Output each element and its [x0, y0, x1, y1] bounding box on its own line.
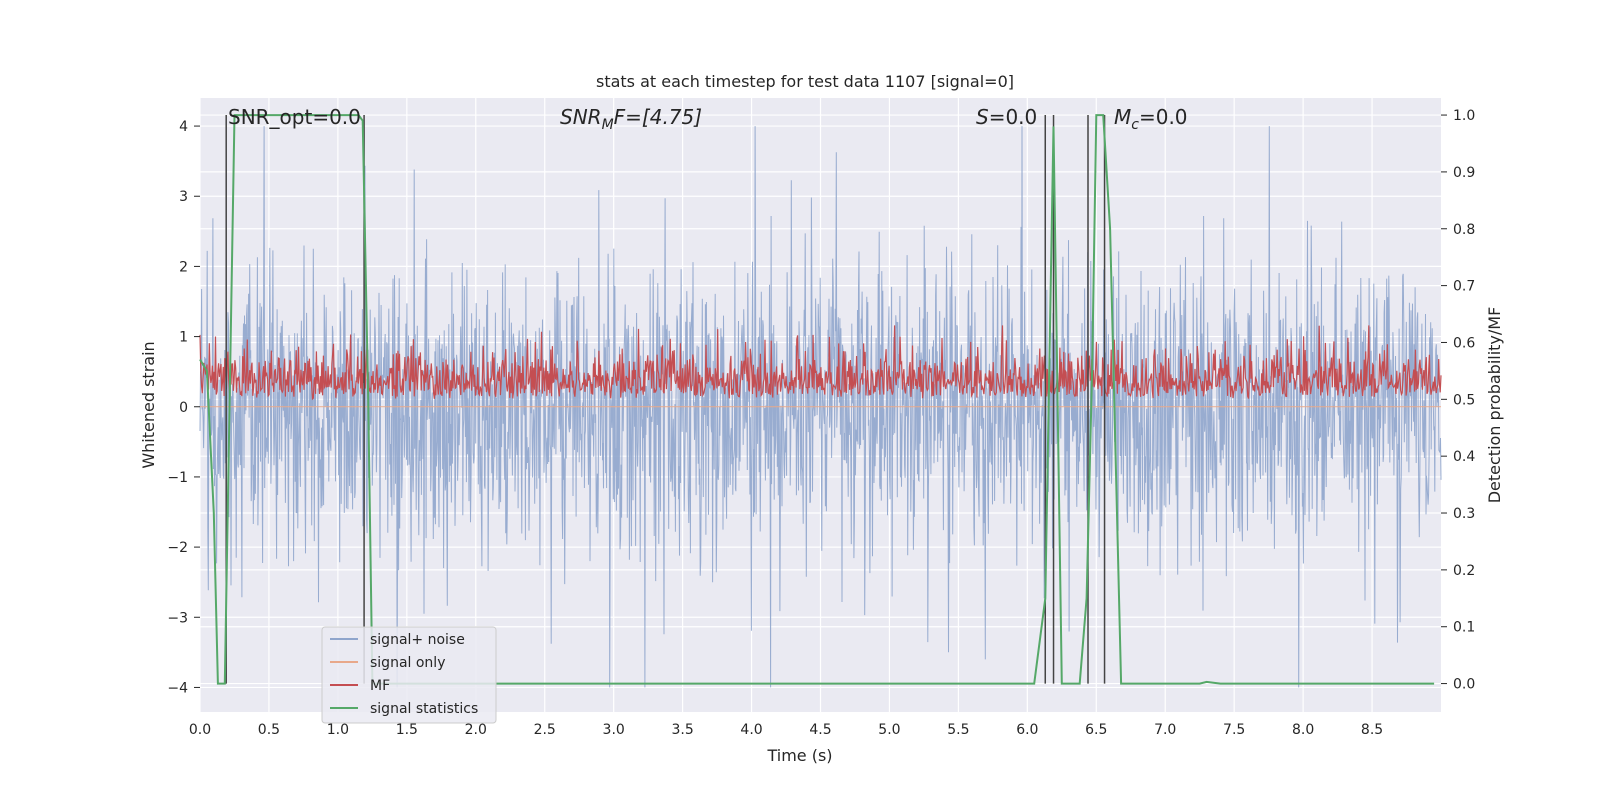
- y-left-tick-label: 4: [179, 119, 188, 135]
- annotation-snr-mf-sub: M: [602, 117, 614, 133]
- y-right-tick-label: 0.5: [1453, 392, 1475, 408]
- series-line-signal-statistics: [199, 114, 1435, 685]
- y-left-tick-label: 0: [179, 400, 188, 416]
- x-tick-label: 8.5: [1361, 722, 1383, 738]
- series-line-signal-noise: [199, 126, 1442, 688]
- annotation-snr-opt: SNR_opt=0.0: [228, 105, 361, 129]
- y-left-tick-label: 2: [179, 259, 188, 275]
- annotation-mc-prefix: M: [1114, 105, 1131, 129]
- series-signal-noise: [199, 126, 1442, 688]
- legend-label-mf: MF: [370, 678, 390, 694]
- x-tick-label: 2.5: [534, 722, 556, 738]
- x-tick-label: 6.5: [1085, 722, 1107, 738]
- x-tick-label: 3.5: [671, 722, 693, 738]
- x-tick-label: 6.0: [1016, 722, 1038, 738]
- y-axis-right: 0.0 0.1 0.2 0.3 0.4 0.5 0.6 0.7 0.8 0.9 1.0: [1441, 108, 1475, 693]
- y-right-tick-label: 0.8: [1453, 222, 1475, 238]
- annotation-snr-mf: SNRMF=[4.75]: [560, 105, 702, 133]
- y-left-tick-label: −4: [167, 680, 188, 696]
- y-axis-left-label: Whitened strain: [139, 341, 158, 468]
- x-tick-label: 7.0: [1154, 722, 1176, 738]
- annotation-mc-suffix: =0.0: [1139, 105, 1188, 129]
- annotation-s-suffix: =0.0: [989, 105, 1038, 129]
- x-axis-label: Time (s): [766, 746, 832, 765]
- annotation-s: S=0.0: [976, 105, 1037, 129]
- x-tick-label: 4.0: [740, 722, 762, 738]
- chart-title: stats at each timestep for test data 110…: [596, 72, 1014, 91]
- legend-box: [321, 626, 497, 724]
- x-tick-label: 1.5: [396, 722, 418, 738]
- x-axis: 0.0 0.5 1.0 1.5 2.0 2.5 3.0 3.5 4.0 4.5 5.0 5.5 6.0 6…: [189, 722, 1383, 738]
- y-right-tick-label: 0.2: [1453, 563, 1475, 579]
- y-right-tick-label: 0.6: [1453, 335, 1475, 351]
- x-tick-label: 4.5: [809, 722, 831, 738]
- y-left-tick-label: 1: [179, 330, 188, 346]
- y-left-tick-label: 3: [179, 189, 188, 205]
- y-right-tick-label: 0.3: [1453, 506, 1475, 522]
- y-axis-left: −4 −3 −2 −1 0 1 2 3 4: [167, 119, 200, 696]
- y-right-tick-label: 0.9: [1453, 165, 1475, 181]
- x-tick-label: 0.0: [189, 722, 211, 738]
- x-tick-label: 2.0: [465, 722, 487, 738]
- legend-label-signal-only: signal only: [370, 655, 445, 671]
- annotation-mc-sub: c: [1131, 117, 1139, 133]
- x-tick-label: 7.5: [1223, 722, 1245, 738]
- legend: signal+ noise signal only MF signal stat…: [321, 626, 497, 724]
- x-tick-label: 1.0: [327, 722, 349, 738]
- series-signal-statistics: [199, 114, 1435, 685]
- series-mf: [199, 325, 1442, 401]
- legend-label-signal-statistics: signal statistics: [370, 701, 478, 717]
- series-line-mf: [199, 325, 1442, 401]
- y-right-tick-label: 0.4: [1453, 449, 1475, 465]
- annotation-mc: Mc=0.0: [1114, 105, 1188, 133]
- x-tick-label: 3.0: [603, 722, 625, 738]
- y-right-tick-label: 0.7: [1453, 279, 1475, 295]
- y-right-tick-label: 0.1: [1453, 620, 1475, 636]
- annotation-snr-mf-prefix: SNR: [560, 105, 602, 129]
- y-left-tick-label: −1: [167, 470, 188, 486]
- annotation-s-prefix: S: [976, 105, 989, 129]
- annotation-snr-mf-suffix: F=[4.75]: [614, 105, 702, 129]
- y-left-tick-label: −3: [167, 610, 188, 626]
- x-tick-label: 5.5: [947, 722, 969, 738]
- y-axis-right-label: Detection probability/MF: [1485, 307, 1504, 504]
- x-tick-label: 5.0: [878, 722, 900, 738]
- y-left-tick-label: −2: [167, 540, 188, 556]
- x-tick-label: 8.0: [1292, 722, 1314, 738]
- x-tick-label: 0.5: [258, 722, 280, 738]
- legend-label-signal-noise: signal+ noise: [370, 632, 465, 648]
- y-right-tick-label: 0.0: [1453, 677, 1475, 693]
- y-right-tick-label: 1.0: [1453, 108, 1475, 124]
